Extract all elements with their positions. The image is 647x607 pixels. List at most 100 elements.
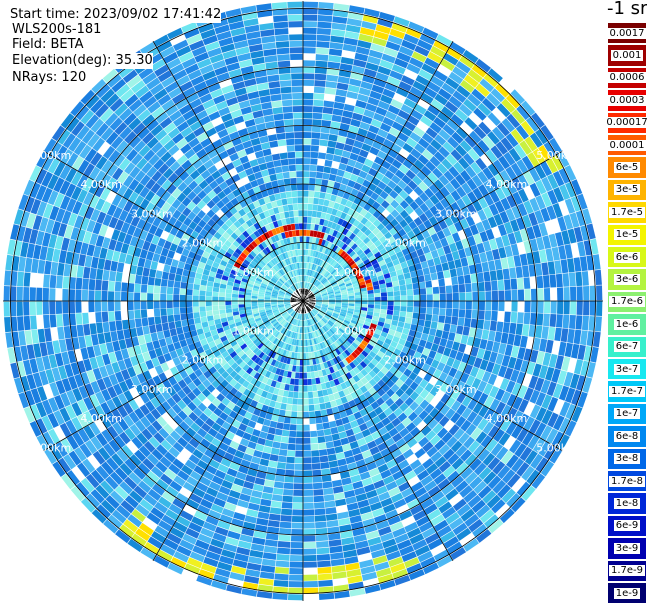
beta-gate — [361, 428, 371, 438]
beta-gate — [310, 345, 314, 352]
beta-gate — [275, 566, 290, 574]
beta-gate — [42, 355, 52, 371]
beta-gate — [505, 93, 521, 109]
beta-gate — [400, 126, 413, 137]
beta-gate — [83, 425, 96, 440]
beta-gate — [292, 304, 298, 309]
beta-gate — [146, 136, 159, 149]
beta-gate — [282, 259, 288, 267]
beta-gate — [465, 301, 472, 310]
beta-gate — [341, 374, 349, 382]
beta-gate — [409, 391, 420, 401]
beta-gate — [483, 73, 499, 88]
beta-gate — [117, 418, 129, 431]
beta-gate — [142, 475, 156, 489]
beta-gate — [147, 101, 161, 114]
beta-gate — [272, 309, 279, 313]
beta-gate — [333, 412, 342, 421]
beta-gate — [66, 152, 79, 168]
beta-gate — [314, 305, 321, 309]
beta-gate — [202, 521, 217, 532]
beta-gate — [303, 79, 315, 87]
beta-gate — [338, 353, 345, 361]
beta-gate — [274, 234, 280, 242]
beta-gate — [226, 312, 233, 318]
beta-gate — [342, 43, 357, 53]
beta-gate — [264, 231, 271, 239]
beta-gate — [294, 249, 299, 256]
beta-gate — [285, 191, 292, 198]
beta-gate — [278, 389, 285, 397]
beta-gate — [293, 243, 298, 250]
beta-gate — [322, 172, 330, 180]
beta-gate — [445, 385, 455, 397]
beta-gate — [233, 382, 242, 391]
beta-gate — [214, 277, 222, 284]
beta-gate — [79, 144, 92, 159]
beta-gate — [283, 313, 289, 319]
beta-gate — [335, 363, 342, 371]
beta-gate — [429, 122, 442, 134]
beta-gate — [471, 499, 486, 514]
beta-gate — [565, 403, 577, 420]
beta-gate — [376, 205, 386, 214]
beta-gate — [363, 137, 375, 146]
beta-gate — [38, 217, 49, 232]
beta-gate — [510, 89, 526, 105]
beta-gate — [237, 255, 245, 262]
beta-gate — [296, 171, 303, 178]
beta-gate — [306, 275, 309, 282]
beta-gate — [289, 217, 295, 224]
beta-gate — [120, 222, 131, 234]
beta-gate — [341, 303, 348, 306]
beta-gate — [262, 148, 272, 157]
beta-gate — [243, 336, 251, 343]
beta-gate — [346, 248, 354, 255]
beta-gate — [168, 503, 183, 516]
beta-gate — [529, 389, 540, 404]
beta-gate — [351, 243, 358, 251]
beta-gate — [226, 192, 236, 201]
beta-gate — [91, 334, 99, 346]
beta-gate — [374, 406, 384, 416]
beta-gate — [245, 256, 253, 263]
beta-gate — [192, 104, 205, 115]
beta-gate — [417, 154, 429, 166]
beta-gate — [329, 236, 336, 243]
beta-gate — [482, 135, 495, 149]
beta-gate — [121, 369, 131, 381]
beta-gate — [374, 156, 384, 166]
beta-gate — [70, 227, 80, 241]
beta-gate — [423, 110, 437, 122]
beta-gate — [352, 314, 360, 319]
beta-gate — [283, 266, 289, 273]
beta-gate — [84, 255, 93, 268]
beta-gate — [309, 325, 313, 332]
beta-gate — [139, 343, 148, 354]
beta-gate — [231, 456, 243, 465]
beta-gate — [185, 527, 200, 539]
beta-gate — [197, 504, 211, 515]
beta-gate — [126, 149, 138, 162]
beta-gate — [309, 270, 313, 277]
beta-gate — [219, 309, 226, 315]
beta-gate — [246, 314, 254, 319]
beta-gate — [303, 327, 305, 334]
beta-gate — [183, 263, 192, 271]
beta-gate — [314, 371, 320, 378]
beta-gate — [317, 566, 332, 574]
beta-gate — [315, 301, 322, 303]
beta-gate — [232, 81, 246, 91]
beta-gate — [341, 323, 348, 329]
beta-gate — [29, 301, 36, 316]
beta-gate — [161, 400, 172, 412]
beta-gate — [526, 361, 536, 375]
beta-gate — [158, 338, 167, 348]
beta-gate — [273, 481, 284, 489]
beta-gate — [330, 327, 337, 333]
beta-gate — [350, 405, 359, 414]
beta-gate — [372, 374, 381, 383]
beta-gate — [485, 361, 495, 373]
beta-gate — [296, 424, 303, 431]
beta-gate — [511, 382, 522, 396]
